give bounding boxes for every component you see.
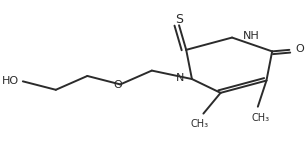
Text: NH: NH [243,31,260,41]
Text: HO: HO [2,76,19,86]
Text: O: O [296,44,304,54]
Text: S: S [175,13,183,26]
Text: CH₃: CH₃ [252,113,270,122]
Text: CH₃: CH₃ [190,120,208,129]
Text: O: O [114,80,122,90]
Text: N: N [176,73,184,83]
